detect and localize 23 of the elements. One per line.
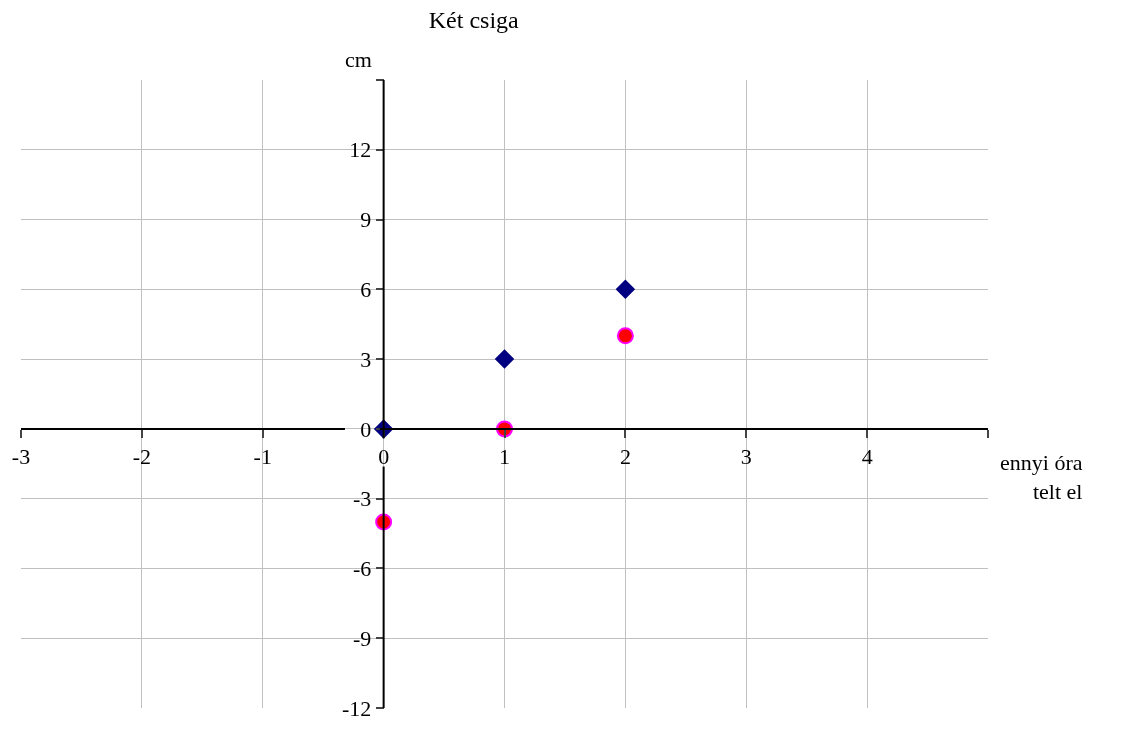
x-axis-title: ennyi óra telt el xyxy=(1000,450,1083,504)
y-tick-label: -9 xyxy=(352,625,372,651)
x-tick-label: 0 xyxy=(378,444,390,470)
y-tick-label: 3 xyxy=(360,346,372,372)
point xyxy=(615,279,636,300)
y-tick-label: 12 xyxy=(349,137,372,163)
y-tick-label: -3 xyxy=(352,486,372,512)
point xyxy=(616,327,634,345)
x-tick-label: 4 xyxy=(861,444,873,470)
y-tick-label: -12 xyxy=(341,695,372,721)
y-tick-label: -6 xyxy=(352,556,372,582)
x-tick-label: -1 xyxy=(253,444,272,470)
x-tick-label: 2 xyxy=(619,444,631,470)
y-tick-label: 6 xyxy=(360,277,372,303)
x-tick-label: -2 xyxy=(132,444,152,470)
point xyxy=(494,349,515,369)
x-tick-label: -3 xyxy=(11,444,31,470)
y-tick-label: 9 xyxy=(360,207,372,233)
y-axis-title: cm xyxy=(345,47,372,72)
x-tick-label: 1 xyxy=(499,444,510,470)
x-tick-label: 3 xyxy=(740,444,752,470)
chart-title: Két csiga xyxy=(428,6,520,33)
y-tick-label: 0 xyxy=(360,416,372,442)
